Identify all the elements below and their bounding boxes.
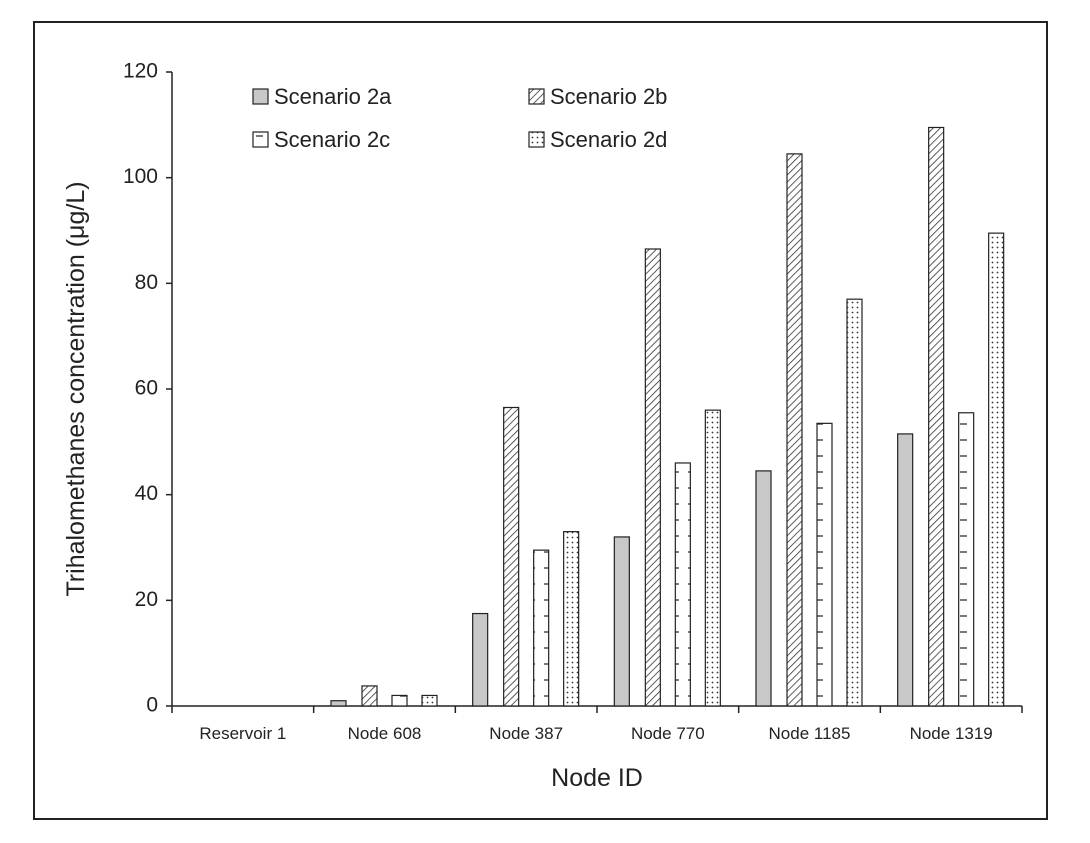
bar-scenario-2d xyxy=(988,232,1005,707)
bar-scenario-2c xyxy=(674,462,691,707)
x-tick-label: Node 608 xyxy=(348,724,422,743)
y-tick-label: 20 xyxy=(135,588,158,611)
legend-swatch xyxy=(252,131,269,148)
x-axis-title: Node ID xyxy=(551,764,643,792)
bar-scenario-2a xyxy=(613,536,630,707)
x-tick-label: Node 1319 xyxy=(910,724,993,743)
y-axis-title: Trihalomethanes concentration (μg/L) xyxy=(62,181,90,596)
y-tick-label: 60 xyxy=(135,377,158,400)
legend-label: Scenario 2c xyxy=(274,127,390,152)
bar-scenario-2c xyxy=(533,549,550,707)
bar-scenario-2d xyxy=(563,531,580,707)
y-tick-label: 0 xyxy=(146,694,158,717)
bar-scenario-2d xyxy=(704,409,721,707)
bar-scenario-2b xyxy=(928,126,945,707)
bar-scenario-2b xyxy=(644,248,661,707)
x-tick-label: Reservoir 1 xyxy=(199,724,286,743)
bar-scenario-2b xyxy=(503,406,520,707)
legend-label: Scenario 2d xyxy=(550,127,667,152)
bar-scenario-2a xyxy=(755,470,772,707)
bar-scenario-2c xyxy=(391,694,408,707)
bar-scenario-2a xyxy=(472,612,489,707)
x-tick-label: Node 1185 xyxy=(769,724,851,743)
bar-scenario-2a xyxy=(897,433,914,707)
x-tick-label: Node 770 xyxy=(631,724,705,743)
y-tick-label: 100 xyxy=(123,165,158,188)
legend-swatch xyxy=(252,88,269,105)
x-tick-label: Node 387 xyxy=(489,724,563,743)
bar-scenario-2b xyxy=(361,685,378,707)
y-tick-label: 120 xyxy=(123,60,158,83)
legend-swatch xyxy=(528,88,545,105)
legend-label: Scenario 2b xyxy=(550,84,667,109)
legend-label: Scenario 2a xyxy=(274,84,392,109)
bar-scenario-2d xyxy=(421,694,438,707)
bar-scenario-2c xyxy=(958,412,975,707)
legend-swatch xyxy=(528,131,545,148)
bar-scenario-2c xyxy=(816,422,833,707)
y-tick-label: 80 xyxy=(135,271,158,294)
bar-scenario-2b xyxy=(786,153,803,707)
y-tick-label: 40 xyxy=(135,482,158,505)
bar-scenario-2a xyxy=(330,700,347,707)
bar-scenario-2d xyxy=(846,298,863,707)
